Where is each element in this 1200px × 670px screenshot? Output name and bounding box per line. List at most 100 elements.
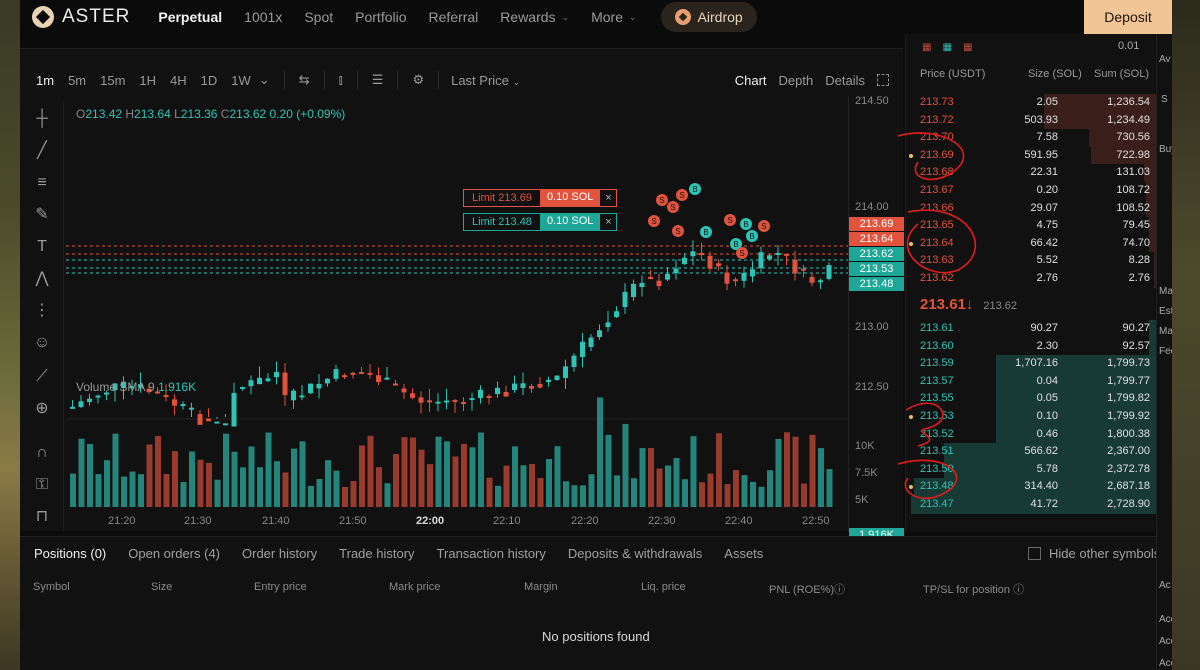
candlestick-chart[interactable]: SSSBSSBSBSBBSTV — [66, 97, 848, 511]
ask-row[interactable]: 213.62 2.76 2.76 — [906, 270, 1156, 288]
tab-depth[interactable]: Depth — [778, 72, 814, 88]
checkbox[interactable] — [1028, 547, 1041, 560]
price-axis[interactable]: 214.50 214.00 213.00 212.50 213.69 213.6… — [848, 95, 904, 542]
bid-row[interactable]: 213.52 0.46 1,800.38 — [906, 425, 1156, 444]
timeframe-1w[interactable]: 1W — [231, 72, 251, 88]
bid-row[interactable]: 213.47 41.72 2,728.90 — [906, 496, 1156, 514]
bid-row[interactable]: 213.48 314.40 2,687.18 — [906, 478, 1156, 496]
sell-marker[interactable]: S — [676, 189, 688, 201]
deposit-button[interactable]: Deposit — [1084, 0, 1172, 34]
buy-marker[interactable]: B — [689, 183, 701, 195]
ask-sum: 722.98 — [1116, 148, 1150, 161]
bid-row[interactable]: 213.57 0.04 1,799.77 — [906, 372, 1156, 391]
sell-marker[interactable]: S — [667, 201, 679, 213]
nav-1001x[interactable]: 1001x — [244, 9, 283, 25]
hide-other-symbols-toggle[interactable]: Hide other symbols — [1028, 546, 1160, 561]
timeframe-1m[interactable]: 1m — [36, 72, 55, 88]
ask-row[interactable]: 213.70 7.58 730.56 — [906, 129, 1156, 147]
magnet-icon[interactable]: ∩ — [36, 444, 48, 461]
bid-row[interactable]: 213.50 5.78 2,372.78 — [906, 460, 1156, 479]
timeframe-1d[interactable]: 1D — [200, 72, 218, 88]
measure-lines-icon[interactable]: ⋮ — [34, 302, 50, 319]
crosshair-icon[interactable]: ┼ — [36, 110, 48, 127]
ruler-icon[interactable]: ⟋ — [36, 368, 48, 385]
airdrop-button[interactable]: Airdrop — [660, 2, 757, 32]
bid-row[interactable]: 213.51 566.62 2,367.00 — [906, 443, 1156, 461]
indicators-icon[interactable]: ☰ — [371, 72, 384, 87]
tab-chart[interactable]: Chart — [734, 72, 767, 88]
time-axis[interactable]: 21:20 21:30 21:40 21:50 22:00 22:10 22:2… — [66, 511, 848, 531]
price-source-select[interactable]: Last Price ⌄ — [451, 73, 520, 88]
ask-row[interactable]: 213.63 5.52 8.28 — [906, 252, 1156, 270]
candle-body — [197, 414, 203, 425]
candle-body — [554, 375, 560, 380]
ask-row[interactable]: 213.68 22.31 131.03 — [906, 164, 1156, 182]
limit-order-tag-sell[interactable]: Limit 213.69 0.10 SOL × — [463, 189, 618, 207]
candle-type-icon[interactable]: ⫾ — [338, 72, 343, 87]
timeframe-1h[interactable]: 1H — [139, 72, 157, 88]
lock-icon[interactable]: ⊓ — [35, 508, 49, 525]
tab-transaction-history[interactable]: Transaction history — [436, 546, 546, 561]
buy-marker[interactable]: B — [700, 226, 712, 238]
nav-referral[interactable]: Referral — [428, 9, 479, 25]
trendline-icon[interactable]: ╱ — [37, 142, 47, 159]
ask-row[interactable]: 213.64 66.42 74.70 — [906, 234, 1156, 253]
sell-marker[interactable]: S — [724, 214, 736, 226]
timeframe-15m[interactable]: 15m — [100, 72, 126, 88]
close-icon[interactable]: × — [599, 213, 618, 231]
close-icon[interactable]: × — [599, 189, 618, 207]
emoji-icon[interactable]: ☺ — [33, 334, 51, 351]
timeframe-dropdown-icon[interactable]: ⌄ — [258, 72, 270, 87]
ask-row[interactable]: 213.67 0.20 108.72 — [906, 182, 1156, 200]
limit-order-tag-buy[interactable]: Limit 213.48 0.10 SOL × — [463, 213, 618, 231]
nav-spot[interactable]: Spot — [304, 9, 334, 25]
fib-lines-icon[interactable]: ≡ — [37, 174, 47, 191]
time-axis-label: 22:20 — [571, 515, 599, 527]
tab-trade-history[interactable]: Trade history — [339, 546, 415, 561]
brand-logo[interactable]: ASTER — [32, 6, 130, 28]
tab-assets[interactable]: Assets — [724, 546, 764, 561]
decimals-select[interactable]: 0.01 — [1118, 40, 1139, 52]
price-axis-label: 214.00 — [855, 201, 889, 213]
timeframe-5m[interactable]: 5m — [68, 72, 87, 88]
depth-bar — [943, 443, 1156, 461]
buy-marker[interactable]: B — [740, 218, 752, 230]
sell-marker[interactable]: S — [656, 194, 668, 206]
nav-more[interactable]: More ⌄ — [591, 9, 636, 25]
last-price[interactable]: 213.61↓ 213.62 — [920, 296, 1017, 313]
bid-row[interactable]: 213.60 2.30 92.57 — [906, 337, 1156, 356]
orderbook-layout-icons[interactable]: ▦ ▦ ▦ — [922, 42, 973, 53]
bid-row[interactable]: 213.59 1,707.16 1,799.73 — [906, 355, 1156, 373]
ask-row[interactable]: 213.73 2.05 1,236.54 — [906, 94, 1156, 112]
nav-perpetual[interactable]: Perpetual — [158, 9, 223, 25]
bid-row[interactable]: 213.61 90.27 90.27 — [906, 320, 1156, 338]
tab-order-history[interactable]: Order history — [242, 546, 318, 561]
sell-marker[interactable]: S — [736, 247, 748, 259]
timeframe-4h[interactable]: 4H — [170, 72, 187, 88]
brush-icon[interactable]: ✎ — [35, 206, 49, 223]
buy-marker[interactable]: B — [730, 238, 742, 250]
tab-open-orders[interactable]: Open orders (4) — [128, 546, 221, 561]
positions-tabs: Positions (0) Open orders (4) Order hist… — [34, 546, 763, 561]
tab-deposits-withdrawals[interactable]: Deposits & withdrawals — [567, 546, 703, 561]
sell-marker[interactable]: S — [758, 220, 770, 232]
zoom-in-icon[interactable]: ⊕ — [35, 400, 49, 417]
lock-drawing-icon[interactable]: ⚿ — [35, 476, 49, 493]
fullscreen-icon[interactable] — [877, 74, 889, 86]
ask-row[interactable]: 213.65 4.75 79.45 — [906, 217, 1156, 235]
sell-marker[interactable]: S — [648, 215, 660, 227]
tab-positions[interactable]: Positions (0) — [34, 546, 107, 561]
nav-portfolio[interactable]: Portfolio — [355, 9, 407, 25]
bid-row[interactable]: 213.53 0.10 1,799.92 — [906, 408, 1156, 426]
ask-row[interactable]: 213.69 591.95 722.98 — [906, 146, 1156, 165]
tab-details[interactable]: Details — [825, 72, 865, 88]
gear-icon[interactable]: ⚙ — [412, 72, 425, 87]
buy-marker[interactable]: B — [746, 230, 758, 242]
sell-marker[interactable]: S — [672, 225, 684, 237]
ask-row[interactable]: 213.72 503.93 1,234.49 — [906, 111, 1156, 130]
nav-rewards[interactable]: Rewards ⌄ — [500, 9, 569, 25]
text-tool-icon[interactable]: T — [37, 238, 47, 255]
indicator-settings-icon[interactable]: ⇆ — [298, 72, 310, 87]
pattern-icon[interactable]: ⋀ — [35, 270, 49, 287]
bid-row[interactable]: 213.55 0.05 1,799.82 — [906, 390, 1156, 408]
